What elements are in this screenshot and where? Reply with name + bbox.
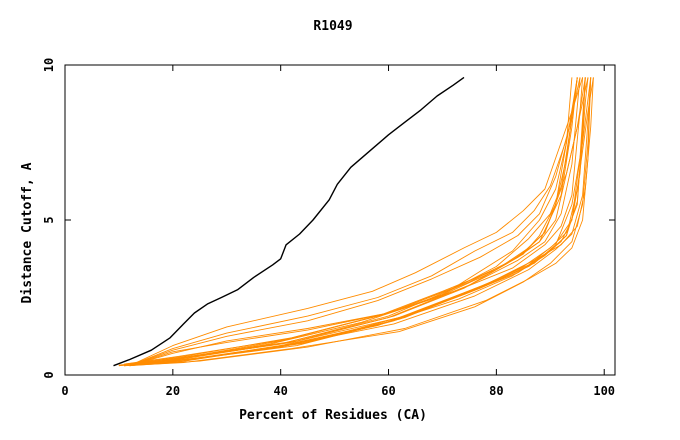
series-line-model: [124, 77, 586, 367]
x-tick-label: 80: [489, 384, 503, 398]
series-line-model: [118, 77, 578, 367]
y-axis-label: Distance Cutoff, A: [20, 162, 35, 303]
tick-marks: [65, 65, 615, 375]
series-line-model: [129, 77, 592, 367]
series-line-highlight: [113, 76, 465, 367]
x-axis-label: Percent of Residues (CA): [239, 408, 427, 423]
x-tick-label: 100: [593, 384, 615, 398]
series-line-model: [129, 77, 586, 367]
series-line-model: [129, 77, 589, 367]
series-line-model: [124, 77, 592, 367]
y-tick-label: 5: [42, 216, 56, 223]
series-line-model: [129, 77, 581, 367]
series-line-model: [129, 77, 592, 365]
series-line-model: [124, 77, 573, 367]
x-tick-label: 0: [61, 384, 68, 398]
series-line-model: [118, 77, 578, 367]
series-line-model: [129, 77, 586, 367]
y-tick-label: 0: [42, 371, 56, 378]
x-tick-label: 60: [381, 384, 395, 398]
tick-labels: 0 20 40 60 80 100 0 5 10: [42, 58, 615, 398]
x-tick-label: 20: [166, 384, 180, 398]
series-layer: [113, 76, 594, 367]
series-line-model: [129, 77, 584, 367]
series-line-model: [129, 77, 578, 367]
series-line-model: [129, 77, 578, 367]
y-tick-label: 10: [42, 58, 56, 72]
series-line-model: [124, 77, 592, 367]
chart-title: R1049: [313, 19, 352, 34]
x-tick-label: 40: [273, 384, 287, 398]
series-line-model: [124, 77, 584, 365]
